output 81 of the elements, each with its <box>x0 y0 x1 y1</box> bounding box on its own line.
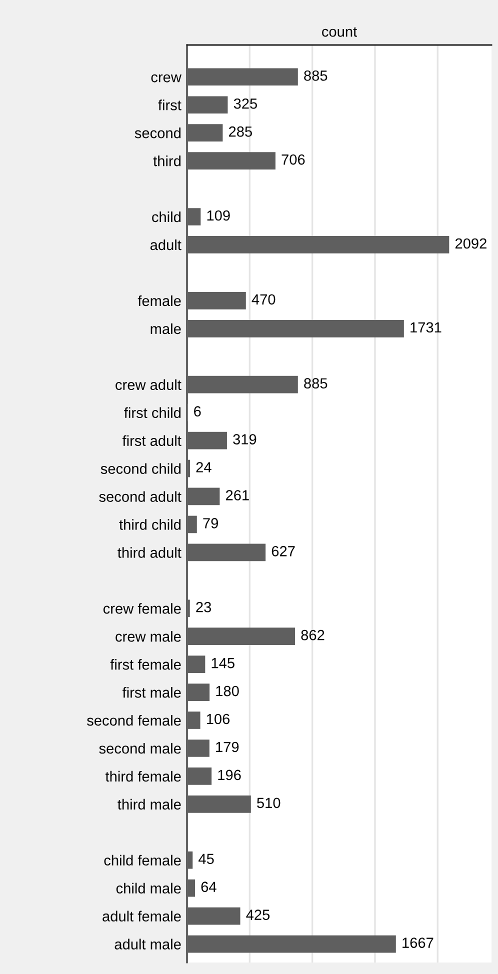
y-tick-label: third adult <box>118 547 182 558</box>
y-tick-label: crew female <box>103 603 181 614</box>
data-label: 885 <box>304 70 328 81</box>
data-label: 180 <box>216 686 239 696</box>
y-tick-label: second adult <box>99 491 182 502</box>
data-label: 24 <box>196 462 212 472</box>
data-label: 319 <box>233 434 256 444</box>
bar <box>187 879 196 897</box>
y-tick-label: female <box>138 295 181 306</box>
y-tick-label: crew male <box>116 631 181 642</box>
bar <box>187 236 450 254</box>
bar <box>187 488 220 506</box>
data-label: 1667 <box>402 938 434 948</box>
y-tick-label: first female <box>110 659 181 670</box>
y-tick-label: third male <box>118 798 181 810</box>
y-tick-label: second female <box>87 714 181 726</box>
data-label: 510 <box>257 798 280 808</box>
y-tick-label: second child <box>100 463 181 474</box>
data-label: 2092 <box>455 238 486 249</box>
bar <box>187 935 396 953</box>
bar <box>187 208 201 226</box>
bar <box>187 796 251 813</box>
bar <box>187 740 210 757</box>
data-label: 45 <box>198 854 214 864</box>
y-tick-label: first male <box>122 687 181 698</box>
y-tick-label: crew adult <box>116 379 182 390</box>
bar <box>187 768 212 785</box>
bar <box>187 320 404 338</box>
chart-title: count <box>322 27 357 37</box>
bar <box>187 712 200 729</box>
bar <box>187 376 298 394</box>
data-label: 885 <box>304 378 328 389</box>
y-tick-label: first adult <box>122 435 182 446</box>
y-tick-label: first child <box>124 407 181 418</box>
bar <box>187 152 276 170</box>
data-label: 196 <box>218 770 241 780</box>
data-label: 106 <box>206 714 230 724</box>
y-tick-label: crew <box>151 74 182 82</box>
y-tick-label: child <box>152 211 181 222</box>
y-tick-label: second <box>134 128 181 138</box>
y-tick-label: adult <box>150 239 182 250</box>
data-label: 325 <box>234 98 258 109</box>
bar <box>187 600 190 618</box>
data-label: 425 <box>246 910 270 920</box>
data-label: 23 <box>196 602 212 612</box>
bar <box>187 96 228 114</box>
y-tick-label: third <box>153 156 181 166</box>
bar <box>187 684 210 701</box>
data-label: 6 <box>194 406 201 416</box>
bar <box>187 656 206 673</box>
y-tick-label: adult male <box>114 938 181 950</box>
y-tick-label: third child <box>119 519 181 530</box>
y-tick-label: first <box>158 100 182 110</box>
bar <box>187 124 223 142</box>
data-label: 862 <box>301 630 324 640</box>
data-label: 79 <box>203 518 218 528</box>
data-label: 145 <box>212 658 234 668</box>
y-tick-label: child male <box>116 882 181 894</box>
y-tick-label: third female <box>105 770 181 782</box>
data-label: 285 <box>229 126 252 137</box>
data-label: 179 <box>216 742 239 752</box>
bar <box>187 544 266 562</box>
bar <box>187 907 240 925</box>
bar <box>187 432 227 450</box>
bar <box>187 516 197 534</box>
bar <box>187 68 298 86</box>
data-label: 109 <box>207 210 230 221</box>
bar <box>187 292 246 310</box>
data-label: 470 <box>252 294 276 305</box>
data-label: 1731 <box>410 322 442 333</box>
y-tick-label: male <box>150 323 181 334</box>
bar <box>187 851 193 869</box>
data-label: 706 <box>282 154 305 165</box>
y-tick-label: second male <box>99 742 181 754</box>
data-label: 64 <box>201 882 216 892</box>
data-label: 627 <box>272 546 295 556</box>
y-tick-label: child female <box>104 854 181 866</box>
y-tick-label: adult female <box>102 910 181 922</box>
bar <box>187 460 190 478</box>
bar <box>187 628 296 646</box>
data-label: 261 <box>226 490 249 500</box>
